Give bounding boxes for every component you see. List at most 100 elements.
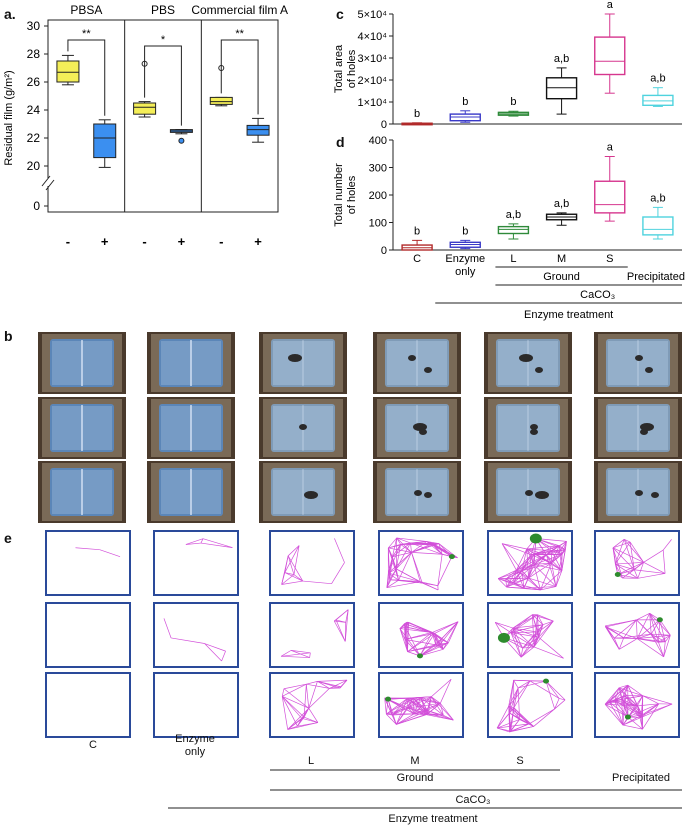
film-photo (38, 461, 126, 523)
plot-frame-a (47, 19, 279, 213)
hole-network (47, 604, 129, 666)
axis-break-mark (45, 179, 55, 191)
x-tick-label: only (455, 266, 476, 278)
group-label-ground: Ground (543, 271, 580, 283)
label-e-enzyme-line1: Enzyme (175, 733, 215, 745)
panel-label-d: d (336, 134, 345, 150)
box (93, 123, 117, 159)
box (209, 96, 233, 105)
significance-marker: ** (82, 28, 91, 40)
label-e-enzyme-line2: only (184, 746, 206, 758)
hole-network (281, 679, 348, 730)
y-tick-label: 4×10⁴ (357, 31, 387, 43)
hole-network (47, 674, 129, 736)
hole-network-frame (378, 672, 464, 738)
hole-network (281, 538, 345, 585)
hole-network (384, 679, 454, 725)
significance-letter: a,b (650, 192, 665, 204)
y-tick-label: 0 (381, 119, 387, 131)
significance-letter: b (462, 96, 468, 108)
significance-letter: a (607, 0, 614, 11)
x-tick-label: S (606, 253, 613, 265)
label-e-enzyme-only: Enzyme only (160, 733, 230, 759)
panel-e-grouping-lines (168, 769, 682, 809)
x-tick-label: + (178, 234, 186, 249)
group-title: PBSA (70, 3, 102, 17)
y-tick-label: 28 (27, 47, 41, 61)
x-tick-label: + (101, 234, 109, 249)
y-tick-label: 100 (369, 218, 387, 230)
significance-letter: b (510, 96, 516, 108)
significance-letter: a (607, 142, 614, 154)
film-photo-image (484, 461, 572, 523)
y-axis-label: of holes (346, 49, 358, 88)
film-photo (259, 397, 347, 459)
group-title: Commercial film A (191, 3, 288, 17)
y-tick-label: 20 (27, 159, 41, 173)
hole-network-frame (378, 602, 464, 668)
film-photo-image (594, 461, 682, 523)
film-photo-image (147, 461, 235, 523)
significance-bracket (67, 39, 106, 116)
box (594, 180, 626, 214)
label-e-caco3: CaCO₃ (455, 794, 491, 806)
hole-network-frame (153, 602, 239, 668)
hole-network-frame (269, 602, 355, 668)
hole-network-frame (487, 672, 573, 738)
box (497, 225, 530, 235)
film-photo (594, 332, 682, 394)
axis-break-mark (41, 175, 51, 187)
label-e-ground: Ground (396, 772, 434, 784)
film-photo (373, 332, 461, 394)
hole-network (75, 547, 121, 558)
y-tick-label: 30 (27, 19, 41, 33)
chart-a: 30 28 26 24 22 20 0 Residual film (g/m²) PBSA PBS… (3, 3, 288, 249)
hole-network-frame (378, 530, 464, 596)
film-photo-image (38, 397, 126, 459)
x-tick-label: Precipitated (627, 271, 685, 283)
y-axis-label: Residual film (g/m²) (3, 70, 15, 165)
film-photo (594, 461, 682, 523)
film-photo (484, 461, 572, 523)
box (545, 77, 578, 100)
hole-network (399, 621, 459, 659)
film-photo (594, 397, 682, 459)
y-tick-label: 0 (33, 199, 40, 213)
hole-network-frame (45, 672, 131, 738)
film-photo-image (147, 397, 235, 459)
significance-letter: b (414, 108, 420, 120)
hole-network-frame (153, 672, 239, 738)
y-tick-label: 0 (381, 245, 387, 257)
significance-letter: a,b (554, 198, 569, 210)
film-photo (373, 461, 461, 523)
film-photo (484, 397, 572, 459)
box (133, 102, 157, 115)
box (594, 36, 626, 76)
hole-network (163, 618, 226, 662)
y-tick-label: 400 (369, 135, 387, 147)
outlier-point (178, 137, 185, 144)
y-axis-label: Total number (333, 163, 345, 227)
hole-network (605, 612, 671, 658)
group-label-caco3: CaCO₃ (580, 289, 615, 301)
y-tick-label: 5×10⁴ (357, 9, 387, 21)
hole-network-frame (487, 602, 573, 668)
film-photo-image (373, 332, 461, 394)
label-e-m: M (410, 755, 420, 767)
significance-marker: ** (235, 28, 244, 40)
x-tick-label: M (557, 253, 566, 265)
y-tick-label: 200 (369, 190, 387, 202)
box (246, 124, 270, 136)
film-photo-image (38, 461, 126, 523)
hole-network-frame (269, 672, 355, 738)
x-tick-label: - (142, 234, 146, 249)
hole-network-frame (45, 530, 131, 596)
x-tick-label: + (254, 234, 262, 249)
film-photo (484, 332, 572, 394)
y-axis-label: Total area (333, 44, 345, 93)
hole-network (604, 684, 673, 730)
x-tick-label: C (413, 253, 421, 265)
hole-network (496, 678, 566, 733)
